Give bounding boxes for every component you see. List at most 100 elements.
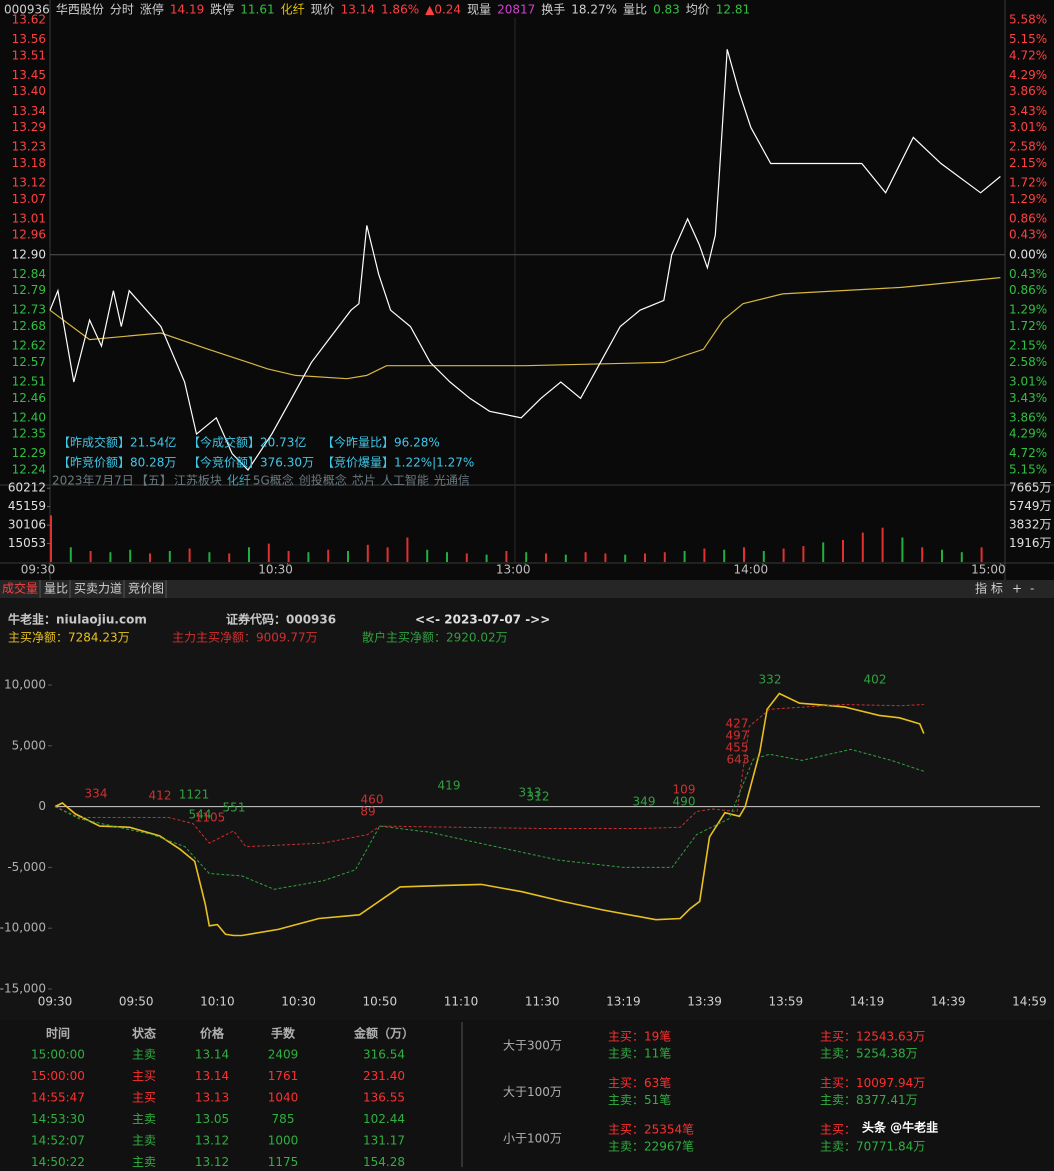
summary-label: 大于100万 [503, 1085, 562, 1099]
sell-amount: 主卖：8377.41万 [820, 1093, 918, 1107]
volume-bar [683, 550, 686, 562]
buy-count: 主买：63笔 [608, 1075, 671, 1090]
header-item: 18.27% [571, 3, 617, 17]
info-item: 【昨成交额】21.54亿 [58, 435, 176, 450]
table-cell: 13.13 [195, 1091, 229, 1105]
x-tick-label: 13:00 [496, 563, 531, 577]
vol-right-label: 3832万 [1009, 518, 1052, 532]
volume-bar [386, 547, 389, 562]
vol-tick-label: 60212 [8, 481, 46, 495]
volume-bar [802, 546, 805, 562]
flow-x-label: 14:59 [1012, 995, 1047, 1009]
pct-label: 0.00% [1009, 247, 1047, 261]
header-item: 12.81 [716, 3, 750, 17]
site: 牛老韭：niulaojiu.com [8, 612, 147, 627]
x-tick-label: 10:30 [258, 563, 293, 577]
volume-bar [228, 553, 231, 562]
header-item: 1.86% [381, 3, 419, 17]
info-item: 【竞价爆量】1.22%|1.27% [322, 456, 474, 470]
flow-annotation: 109 [673, 783, 696, 797]
y-tick-label: 12.96 [12, 228, 46, 242]
header-item: ▲0.24 [425, 3, 461, 17]
vol-tick-label: 15053 [8, 536, 46, 550]
table-cell: 13.12 [195, 1155, 229, 1167]
info-item: 【昨竞价额】80.28万 [58, 456, 176, 470]
vol-tick-label: 30106 [8, 518, 46, 532]
tab-right[interactable]: - [1030, 582, 1034, 596]
summary-label: 大于300万 [503, 1039, 562, 1053]
date-nav[interactable]: <<- 2023-07-07 ->> [415, 613, 550, 627]
y-tick-label: 13.12 [12, 176, 46, 190]
header-item: 华西股份 [56, 3, 104, 17]
volume-bar [406, 537, 409, 562]
pct-label: 4.29% [1009, 427, 1047, 441]
volume-bar [861, 532, 864, 562]
vol-right-label: 5749万 [1009, 499, 1052, 513]
y-tick-label: 12.35 [12, 427, 46, 441]
flow-y-label: -10,000 [0, 921, 46, 935]
flow-total: 散户主买净额：2920.02万 [362, 630, 508, 645]
y-tick-label: 13.29 [12, 120, 46, 134]
y-tick-label: 13.40 [12, 84, 46, 98]
table-cell: 主卖 [132, 1048, 156, 1062]
info-item: 【今昨量比】96.28% [322, 435, 440, 450]
y-tick-label: 12.46 [12, 391, 46, 405]
flow-y-label: -15,000 [0, 982, 46, 996]
volume-bar [366, 544, 369, 562]
date-item: 芯片 [352, 474, 376, 488]
y-tick-label: 12.84 [12, 267, 46, 281]
pct-label: 4.72% [1009, 48, 1047, 62]
pct-label: 1.29% [1009, 192, 1047, 206]
tab[interactable]: 竞价图 [128, 582, 164, 596]
header-item: 涨停 [140, 2, 164, 17]
tab-right[interactable]: + [1012, 582, 1022, 596]
sell-count: 主卖：51笔 [608, 1092, 671, 1107]
y-tick-label: 12.79 [12, 283, 46, 297]
flow-annotation: 460 [361, 793, 384, 807]
flow-annotation: 412 [149, 789, 172, 803]
table-cell: 15:00:00 [31, 1069, 85, 1083]
pct-label: 3.86% [1009, 410, 1047, 424]
y-tick-label: 13.51 [12, 48, 46, 62]
table-cell: 2409 [268, 1048, 299, 1062]
tab[interactable]: 买卖力道 [74, 582, 122, 596]
volume-bar [703, 548, 706, 562]
table-cell: 102.44 [363, 1112, 405, 1126]
header-item: 量比 [623, 3, 647, 17]
tab[interactable]: 成交量 [2, 581, 38, 596]
header-item: 分时 [110, 3, 134, 17]
volume-bar [188, 548, 191, 562]
x-tick-label: 15:00 [971, 563, 1006, 577]
table-cell: 主卖 [132, 1155, 156, 1167]
pct-label: 3.01% [1009, 374, 1047, 388]
volume-bar [584, 552, 587, 562]
y-tick-label: 12.40 [12, 410, 46, 424]
table-header: 金额（万） [353, 1026, 414, 1041]
y-tick-label: 13.62 [12, 13, 46, 27]
table-cell: 13.12 [195, 1134, 229, 1148]
flow-x-label: 14:19 [850, 995, 885, 1009]
tab-right[interactable]: 指 标 [975, 581, 1003, 596]
header-item: 13.14 [341, 3, 375, 17]
pct-label: 5.58% [1009, 13, 1047, 27]
flow-x-label: 10:50 [363, 995, 398, 1009]
header-item: 000936 [4, 3, 50, 17]
flow-annotation: 419 [438, 779, 461, 793]
volume-bar [327, 549, 330, 562]
volume-bar [980, 547, 983, 562]
pct-label: 2.58% [1009, 140, 1047, 154]
flow-x-label: 09:50 [119, 995, 154, 1009]
pct-label: 4.29% [1009, 68, 1047, 82]
tab[interactable]: 量比 [44, 582, 68, 596]
y-tick-label: 13.23 [12, 140, 46, 154]
header-item: 14.19 [170, 3, 204, 17]
table-cell: 1000 [268, 1134, 299, 1148]
flow-x-label: 09:30 [38, 995, 73, 1009]
volume-bar [901, 537, 904, 562]
flow-annotation: 313 [519, 786, 542, 800]
flow-x-label: 11:10 [444, 995, 479, 1009]
x-tick-label: 14:00 [734, 563, 769, 577]
table-cell: 136.55 [363, 1091, 405, 1105]
pct-label: 3.86% [1009, 84, 1047, 98]
table-header: 价格 [200, 1026, 225, 1041]
